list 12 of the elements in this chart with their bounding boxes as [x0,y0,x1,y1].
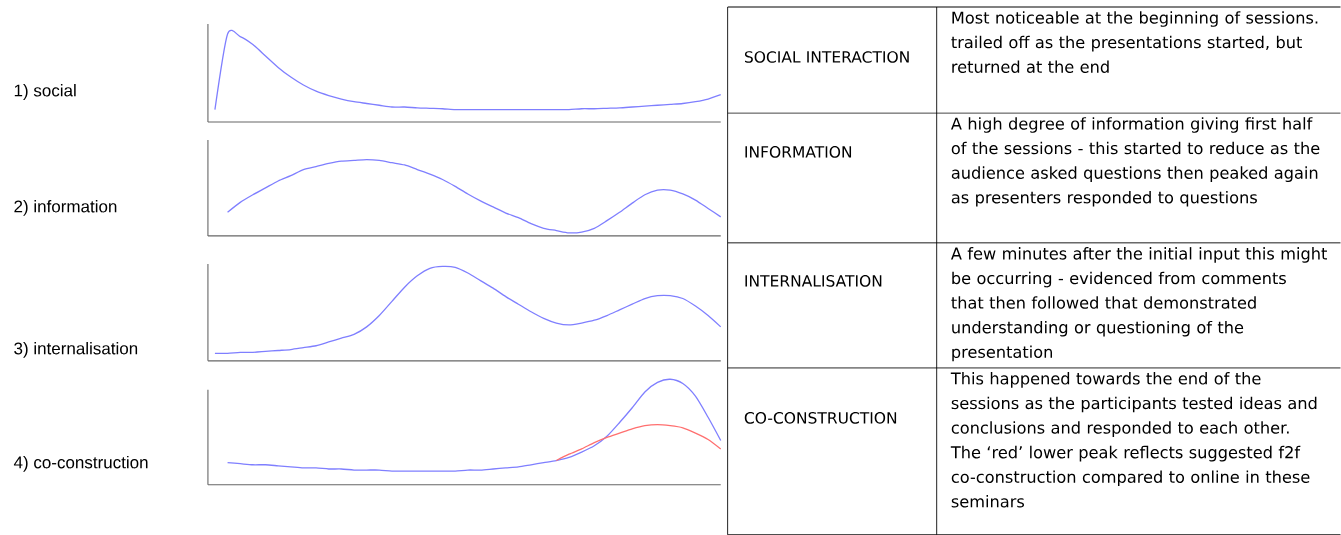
text: Most noticeable at the beginning of sessions. trailed off as the presentations started, but returned at the end [951,11,1318,73]
text: A high degree of information giving first half of the sessions - this started to reduce as the audience asked questions then peaked again as presenters responded to questions [950,117,1320,207]
text: This happened towards the end of the sessions as the participants tested ideas and conclusions and responded to each other. The ‘red’ lower peak reflects suggested f2f co-construction compared to online in these seminars [950,371,1317,508]
text: A few minutes after the initial input this might be occurring - evidenced from comments that then followed that demonstrated understanding or questioning of the presentation [950,246,1327,362]
y-axis-title: 4) co-construction [13,455,148,472]
text: CO-CONSTRUCTION [744,411,897,424]
text: INTERNALISATION [745,274,882,287]
text: INFORMATION [745,145,852,158]
y-axis-title: 1) social [14,83,76,100]
text: SOCIAL INTERACTION [744,50,909,63]
y-axis-title: 2) information [14,199,117,216]
y-axis-title: 3) internalisation [14,341,138,358]
